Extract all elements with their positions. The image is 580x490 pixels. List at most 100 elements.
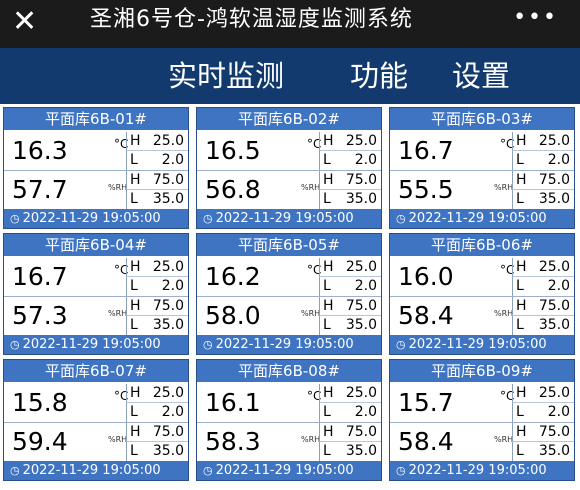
temperature-high-limit: H 25.0 [512, 132, 574, 151]
low-label: L [323, 152, 331, 168]
temperature-low-limit: L 2.0 [126, 277, 188, 296]
close-icon[interactable]: ✕ [12, 4, 38, 39]
temperature-value: 16.0 [398, 262, 454, 291]
temperature-high-limit: H 25.0 [512, 384, 574, 403]
humidity-row: 57.3 %RH H 75.0 L 35.0 [4, 297, 188, 336]
high-label: H [516, 172, 527, 188]
high-label: H [323, 172, 334, 188]
update-time-bar: ◷ 2022-11-29 19:05:00 [390, 461, 574, 480]
temperature-unit: °C [307, 389, 322, 403]
humidity-value: 58.4 [398, 301, 454, 330]
temperature-low-limit: L 2.0 [319, 403, 381, 422]
update-time: 2022-11-29 19:05:00 [22, 337, 161, 352]
high-label: H [323, 424, 334, 440]
high-label: H [516, 298, 527, 314]
low-label: L [516, 404, 524, 420]
update-time: 2022-11-29 19:05:00 [408, 211, 547, 226]
temperature-low-limit: L 2.0 [512, 151, 574, 170]
humidity-row: 58.3 %RH H 75.0 L 35.0 [197, 423, 381, 462]
low-label: L [516, 191, 524, 207]
humidity-low-limit: L 35.0 [126, 442, 188, 461]
temperature-unit: °C [500, 137, 515, 151]
clock-icon: ◷ [203, 338, 213, 351]
temperature-value: 15.7 [398, 388, 454, 417]
high-label: H [130, 172, 141, 188]
temperature-high-value: 25.0 [152, 133, 184, 149]
humidity-high-limit: H 75.0 [512, 171, 574, 190]
high-label: H [516, 385, 527, 401]
humidity-row: 56.8 %RH H 75.0 L 35.0 [197, 171, 381, 210]
humidity-high-value: 75.0 [152, 172, 184, 188]
humidity-value: 57.7 [12, 175, 68, 204]
low-label: L [516, 152, 524, 168]
clock-icon: ◷ [396, 464, 406, 477]
nav-bar: 实时监测 功能 设置 [0, 48, 580, 104]
temperature-low-limit: L 2.0 [319, 277, 381, 296]
humidity-row: 55.5 %RH H 75.0 L 35.0 [390, 171, 574, 210]
sensor-name: 平面库6B-05# [197, 234, 381, 256]
temperature-row: 16.7 °C H 25.0 L 2.0 [4, 258, 188, 297]
clock-icon: ◷ [203, 212, 213, 225]
update-time-bar: ◷ 2022-11-29 19:05:00 [390, 209, 574, 228]
temperature-unit: °C [114, 389, 129, 403]
humidity-low-value: 35.0 [152, 317, 184, 333]
humidity-value: 58.4 [398, 427, 454, 456]
temperature-row: 16.5 °C H 25.0 L 2.0 [197, 132, 381, 171]
temperature-unit: °C [114, 137, 129, 151]
update-time-bar: ◷ 2022-11-29 19:05:00 [4, 335, 188, 354]
temperature-value: 15.8 [12, 388, 68, 417]
humidity-low-limit: L 35.0 [319, 442, 381, 461]
more-icon[interactable]: ••• [513, 5, 558, 30]
temperature-row: 16.1 °C H 25.0 L 2.0 [197, 384, 381, 423]
humidity-low-value: 35.0 [345, 191, 377, 207]
humidity-high-value: 75.0 [345, 172, 377, 188]
high-label: H [516, 424, 527, 440]
update-time: 2022-11-29 19:05:00 [408, 463, 547, 478]
humidity-low-value: 35.0 [152, 191, 184, 207]
sensor-name: 平面库6B-02# [197, 108, 381, 130]
humidity-low-limit: L 35.0 [126, 190, 188, 209]
humidity-high-value: 75.0 [538, 424, 570, 440]
temperature-value: 16.1 [205, 388, 261, 417]
temperature-row: 16.7 °C H 25.0 L 2.0 [390, 132, 574, 171]
humidity-high-value: 75.0 [538, 172, 570, 188]
temperature-high-value: 25.0 [345, 133, 377, 149]
temperature-high-value: 25.0 [152, 259, 184, 275]
humidity-row: 59.4 %RH H 75.0 L 35.0 [4, 423, 188, 462]
temperature-high-limit: H 25.0 [319, 132, 381, 151]
temperature-high-limit: H 25.0 [126, 132, 188, 151]
temperature-value: 16.5 [205, 136, 261, 165]
temperature-low-value: 2.0 [354, 152, 377, 168]
low-label: L [516, 443, 524, 459]
tab-realtime-monitor[interactable]: 实时监测 [168, 59, 285, 93]
clock-icon: ◷ [10, 464, 20, 477]
tab-functions[interactable]: 功能 [350, 59, 409, 93]
tab-settings[interactable]: 设置 [452, 59, 511, 93]
temperature-low-value: 2.0 [547, 404, 570, 420]
humidity-high-limit: H 75.0 [126, 297, 188, 316]
humidity-value: 56.8 [205, 175, 261, 204]
humidity-high-value: 75.0 [345, 298, 377, 314]
low-label: L [130, 152, 138, 168]
temperature-row: 16.2 °C H 25.0 L 2.0 [197, 258, 381, 297]
temperature-value: 16.7 [398, 136, 454, 165]
humidity-high-value: 75.0 [152, 298, 184, 314]
humidity-low-limit: L 35.0 [126, 316, 188, 335]
temperature-high-limit: H 25.0 [319, 384, 381, 403]
update-time-bar: ◷ 2022-11-29 19:05:00 [4, 209, 188, 228]
humidity-unit: %RH [301, 435, 321, 444]
humidity-row: 58.4 %RH H 75.0 L 35.0 [390, 297, 574, 336]
temperature-low-value: 2.0 [547, 152, 570, 168]
low-label: L [130, 278, 138, 294]
humidity-unit: %RH [494, 435, 514, 444]
humidity-low-value: 35.0 [345, 317, 377, 333]
